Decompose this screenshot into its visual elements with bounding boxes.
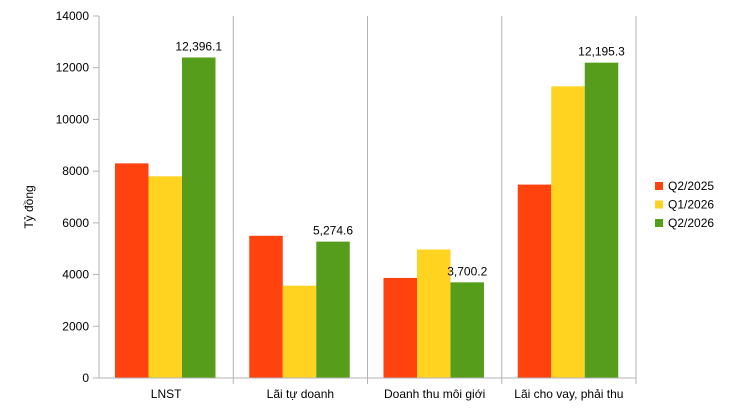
x-tick-labels: LNST Lãi tự doanh Doanh thu môi giới Lãi ch… bbox=[151, 387, 624, 401]
bar bbox=[450, 282, 484, 378]
bar bbox=[249, 235, 283, 378]
y-axis-title: Tỷ đồng bbox=[22, 185, 36, 228]
bar bbox=[517, 184, 552, 378]
y-tick-label: 10000 bbox=[56, 112, 90, 126]
y-tick-label: 14000 bbox=[56, 9, 90, 23]
data-label: 12,396.1 bbox=[175, 39, 222, 53]
legend: Q2/2025 Q1/2026 Q2/2026 bbox=[655, 179, 714, 230]
y-tick-label: 0 bbox=[82, 371, 89, 385]
legend-swatch bbox=[655, 200, 663, 209]
bars bbox=[115, 57, 619, 379]
axes bbox=[93, 15, 636, 379]
y-tick-label: 8000 bbox=[62, 164, 89, 178]
bar bbox=[417, 249, 451, 378]
legend-swatch bbox=[655, 219, 663, 227]
data-label: 12,195.3 bbox=[578, 45, 625, 59]
y-tick-label: 2000 bbox=[62, 319, 89, 333]
y-tick-label: 6000 bbox=[62, 216, 89, 230]
x-tick-label: Lãi cho vay, phải thu bbox=[514, 387, 623, 401]
legend-label: Q2/2025 bbox=[668, 179, 714, 193]
data-labels: 12,396.1 5,274.6 3,700.2 12,195.3 bbox=[175, 39, 625, 278]
bar bbox=[551, 86, 585, 379]
y-tick-label: 12000 bbox=[56, 61, 90, 75]
x-tick-label: LNST bbox=[151, 387, 182, 401]
y-tick-labels: 0 2000 4000 6000 8000 10000 12000 14000 bbox=[56, 9, 90, 385]
data-label: 3,700.2 bbox=[447, 264, 487, 278]
bar bbox=[316, 241, 350, 378]
bar bbox=[584, 62, 619, 378]
x-tick-label: Lãi tự doanh bbox=[267, 387, 334, 401]
bar bbox=[383, 277, 417, 378]
legend-swatch bbox=[655, 182, 663, 190]
bar bbox=[148, 176, 182, 378]
bar bbox=[115, 163, 149, 378]
y-tick-label: 4000 bbox=[62, 268, 89, 282]
legend-label: Q2/2026 bbox=[668, 216, 714, 230]
data-label: 5,274.6 bbox=[313, 224, 353, 238]
category-separators bbox=[232, 16, 637, 384]
x-tick-label: Doanh thu môi giới bbox=[384, 387, 485, 401]
legend-label: Q1/2026 bbox=[668, 198, 714, 212]
bar bbox=[182, 57, 216, 379]
bar bbox=[282, 285, 317, 378]
